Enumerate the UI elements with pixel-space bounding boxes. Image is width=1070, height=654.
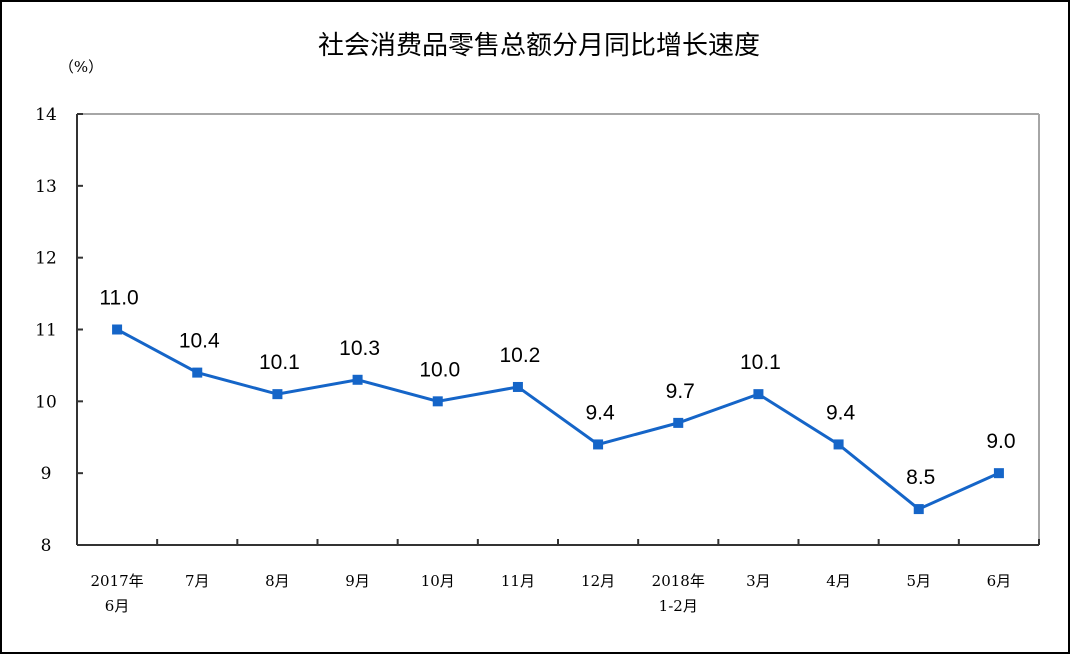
data-point-marker — [913, 504, 924, 515]
y-tick-label: 11 — [35, 321, 57, 341]
data-label: 10.4 — [179, 330, 220, 353]
y-tick-label: 8 — [41, 536, 52, 556]
data-label: 10.1 — [740, 351, 781, 374]
data-label: 9.4 — [826, 401, 856, 424]
data-point-marker — [673, 417, 684, 428]
x-tick-label: 6月 — [105, 597, 130, 615]
y-tick-label: 14 — [35, 105, 57, 125]
y-tick-label: 9 — [41, 464, 52, 484]
data-point-marker — [432, 396, 443, 407]
x-tick-label: 4月 — [826, 572, 851, 590]
data-point-marker — [512, 381, 523, 392]
x-tick-label: 5月 — [906, 572, 931, 590]
x-tick-label: 2017年 — [90, 572, 143, 590]
data-point-marker — [352, 374, 363, 385]
x-tick-label: 1-2月 — [659, 597, 698, 615]
data-label: 8.5 — [906, 466, 935, 489]
x-tick-label: 12月 — [581, 572, 615, 590]
x-tick-label: 9月 — [345, 572, 370, 590]
data-series: 11.0 10.4 10.1 10.3 10.0 10.2 9.4 9.7 10.1 9.4 8.5… — [99, 287, 1016, 515]
data-label: 10.2 — [499, 344, 540, 367]
y-tick-label: 10 — [35, 392, 57, 412]
x-tick-label: 10月 — [421, 572, 455, 590]
x-tick-label: 8月 — [265, 572, 290, 590]
y-tick-label: 13 — [35, 177, 57, 197]
data-point-marker — [833, 439, 844, 450]
data-point-marker — [993, 468, 1004, 479]
data-label: 9.7 — [666, 380, 695, 403]
data-label: 10.3 — [339, 337, 380, 360]
chart-title: 社会消费品零售总额分月同比增长速度 — [318, 31, 760, 61]
data-point-marker — [753, 389, 764, 400]
data-label: 9.0 — [986, 430, 1015, 453]
y-axis: 8 9 10 11 12 13 14 — [35, 105, 83, 556]
data-label: 10.1 — [259, 351, 300, 374]
data-label: 9.4 — [585, 401, 615, 424]
x-tick-label: 6月 — [987, 572, 1012, 590]
y-axis-unit-label: （%） — [59, 58, 103, 76]
x-tick-label: 7月 — [185, 572, 210, 590]
x-tick-label: 3月 — [746, 572, 771, 590]
x-axis: 2017年 6月 7月 8月 9月 10月 11月 12月 2018年 1-2月 3月 4月 5月 6月 — [77, 539, 1040, 615]
x-tick-label: 2018年 — [652, 572, 705, 590]
data-point-marker — [112, 324, 123, 335]
data-point-marker — [593, 439, 604, 450]
data-point-marker — [272, 389, 283, 400]
plot-area-border — [77, 113, 1040, 545]
y-tick-label: 12 — [35, 249, 57, 269]
x-tick-label: 11月 — [501, 572, 535, 590]
data-label: 10.0 — [419, 358, 460, 381]
data-point-marker — [192, 367, 203, 378]
series-line — [116, 328, 1000, 511]
data-label: 11.0 — [99, 287, 138, 310]
